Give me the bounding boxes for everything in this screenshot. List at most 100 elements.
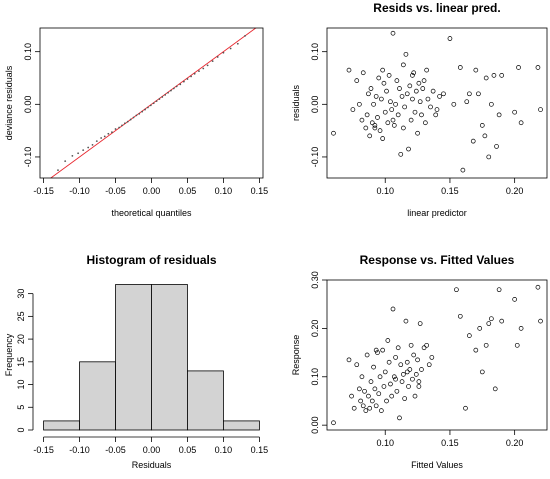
data-point [457, 313, 463, 319]
data-point [331, 420, 336, 426]
data-point [433, 112, 439, 118]
data-point [393, 101, 398, 107]
data-point [366, 393, 371, 399]
x-tick-label: -0.05 [105, 445, 126, 455]
data-point [360, 403, 366, 409]
data-point [138, 112, 141, 115]
data-point [175, 85, 178, 88]
data-point [95, 140, 98, 143]
data-point [401, 372, 406, 377]
data-point [371, 364, 376, 370]
data-point [373, 403, 379, 409]
x-tick-label: 0.00 [143, 186, 161, 196]
x-tick-label: 0.15 [251, 445, 269, 455]
histogram-bar [115, 284, 152, 431]
data-point [430, 88, 436, 94]
data-point [155, 100, 158, 103]
data-point [426, 362, 432, 368]
plot-frame [326, 27, 548, 179]
data-point [206, 64, 209, 67]
y-tick-label: 0.10 [310, 368, 320, 386]
x-tick-label: 0.15 [441, 186, 459, 196]
data-point [369, 120, 375, 126]
data-point [538, 318, 543, 324]
data-point [491, 73, 497, 78]
data-point [186, 78, 189, 80]
data-point [419, 112, 424, 118]
y-tick-label: 10 [16, 380, 26, 390]
data-point [121, 124, 123, 127]
data-point [397, 415, 402, 421]
y-tick-label: 0.30 [310, 271, 320, 289]
x-tick-label: 0.05 [179, 186, 197, 196]
data-point [535, 284, 541, 290]
y-tick-label: -0.10 [310, 147, 320, 168]
data-point [489, 101, 494, 107]
data-point [398, 362, 404, 368]
x-tick-label: 0.10 [376, 186, 394, 196]
data-point [91, 143, 94, 146]
data-point [473, 347, 479, 353]
data-point [538, 107, 543, 112]
data-point [354, 362, 360, 368]
data-point [375, 350, 380, 355]
data-point [399, 94, 405, 99]
y-axis-label: Frequency [4, 333, 14, 376]
data-point [415, 357, 420, 363]
reference-line [50, 28, 257, 178]
data-point [100, 137, 103, 139]
data-point [406, 384, 411, 389]
data-point [172, 87, 175, 90]
data-point [331, 130, 336, 136]
data-point [123, 122, 126, 125]
x-axis-label: Residuals [132, 460, 172, 470]
data-point [457, 65, 463, 70]
data-point [399, 379, 405, 384]
data-point [367, 405, 373, 411]
data-point [412, 109, 418, 115]
data-point [447, 36, 453, 41]
data-point [421, 345, 427, 351]
data-point [141, 110, 144, 113]
data-point [364, 112, 370, 118]
histogram-bar [79, 361, 116, 431]
x-tick-label: -0.15 [33, 186, 54, 196]
data-point [135, 114, 138, 117]
data-point [403, 51, 409, 57]
data-point [382, 109, 388, 115]
y-tick-label: 25 [16, 311, 26, 321]
data-point [386, 73, 392, 78]
data-point [417, 99, 423, 105]
plot-frame [39, 27, 264, 179]
data-point [416, 384, 422, 389]
data-point [518, 120, 524, 126]
data-point [467, 333, 472, 338]
data-point [111, 131, 113, 134]
data-point [479, 369, 485, 375]
x-tick-label: 0.10 [215, 186, 233, 196]
data-point [216, 56, 219, 58]
x-tick-label: 0.10 [376, 438, 394, 448]
data-point [417, 321, 423, 326]
chart-panel-1: -0.15 -0.10 -0.05 0.00 0.05 0.10 0.15 -0.10 0.00… [4, 27, 268, 218]
data-point [381, 80, 387, 86]
data-point [494, 144, 499, 149]
data-point [412, 393, 418, 399]
data-point [477, 326, 483, 331]
data-point [380, 67, 385, 73]
data-point [390, 117, 396, 123]
data-point [390, 30, 396, 36]
data-point [404, 359, 410, 365]
data-point [107, 132, 110, 135]
data-point [170, 89, 172, 92]
chart-title: Histogram of residuals [86, 253, 216, 267]
data-point [350, 107, 356, 112]
data-point [193, 72, 196, 75]
chart-panel-2: Resids vs. linear pred. 0.10 0.15 0.20 -0.10… [291, 1, 548, 218]
x-tick-label: -0.15 [33, 445, 54, 455]
data-point [499, 318, 505, 324]
data-point [349, 393, 354, 399]
data-point [395, 345, 401, 351]
data-point [419, 367, 424, 372]
